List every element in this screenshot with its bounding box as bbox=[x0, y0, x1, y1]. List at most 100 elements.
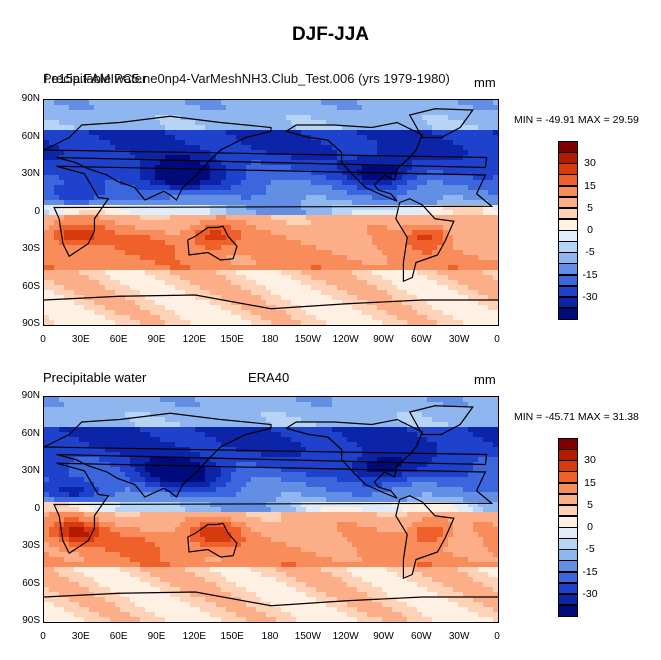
field-cell bbox=[452, 145, 459, 151]
field-cell bbox=[407, 165, 413, 171]
field-cell bbox=[124, 130, 131, 136]
field-cell bbox=[114, 130, 121, 136]
field-cell bbox=[59, 130, 65, 136]
field-cell bbox=[482, 125, 489, 131]
field-cell bbox=[276, 120, 282, 126]
field-cell bbox=[311, 105, 317, 111]
field-cell bbox=[69, 145, 75, 151]
field-cell bbox=[407, 115, 413, 121]
field-cell bbox=[64, 135, 70, 141]
field-cell bbox=[336, 125, 343, 131]
field-cell bbox=[79, 120, 85, 126]
field-cell bbox=[134, 115, 141, 121]
field-cell bbox=[74, 100, 80, 106]
field-cell bbox=[94, 105, 101, 111]
field-cell bbox=[240, 135, 247, 141]
field-cell bbox=[422, 115, 428, 121]
field-cell bbox=[371, 115, 378, 121]
field-cell bbox=[180, 110, 186, 116]
field-cell bbox=[69, 160, 75, 166]
field-cell bbox=[185, 170, 191, 176]
field-cell bbox=[432, 145, 439, 151]
field-cell bbox=[271, 135, 277, 141]
field-cell bbox=[165, 125, 171, 131]
field-cell bbox=[492, 170, 498, 176]
field-cell bbox=[271, 170, 277, 176]
field-cell bbox=[94, 130, 101, 136]
field-cell bbox=[371, 155, 378, 161]
field-cell bbox=[149, 150, 156, 156]
field-cell bbox=[397, 155, 403, 161]
field-cell bbox=[457, 140, 464, 146]
field-cell bbox=[79, 135, 85, 141]
field-cell bbox=[392, 150, 398, 156]
field-cell bbox=[134, 170, 141, 176]
coastline-path bbox=[44, 115, 488, 201]
field-cell bbox=[286, 130, 292, 136]
field-cell bbox=[306, 165, 312, 171]
field-cell bbox=[397, 115, 403, 121]
field-cell bbox=[225, 140, 232, 146]
field-cell bbox=[356, 100, 363, 106]
field-cell bbox=[392, 115, 398, 121]
field-cell bbox=[144, 150, 151, 156]
field-cell bbox=[59, 140, 65, 146]
field-cell bbox=[291, 155, 297, 161]
field-cell bbox=[205, 110, 212, 116]
field-cell bbox=[180, 165, 186, 171]
field-cell bbox=[64, 110, 70, 116]
field-cell bbox=[114, 105, 121, 111]
field-cell bbox=[139, 130, 146, 136]
field-cell bbox=[417, 120, 423, 126]
field-cell bbox=[44, 120, 50, 126]
field-cell bbox=[412, 105, 418, 111]
field-cell bbox=[59, 175, 65, 181]
field-cell bbox=[160, 120, 166, 126]
field-cell bbox=[417, 170, 423, 176]
field-cell bbox=[59, 100, 65, 106]
field-cell bbox=[296, 170, 302, 176]
field-cell bbox=[351, 165, 358, 171]
field-cell bbox=[84, 105, 90, 111]
field-cell bbox=[195, 135, 201, 141]
field-cell bbox=[220, 160, 227, 166]
field-cell bbox=[387, 105, 393, 111]
field-cell bbox=[346, 135, 353, 141]
field-cell bbox=[296, 140, 302, 146]
field-cell bbox=[487, 110, 494, 116]
field-cell bbox=[361, 135, 368, 141]
field-cell bbox=[260, 165, 267, 171]
field-cell bbox=[296, 130, 302, 136]
field-cell bbox=[432, 125, 439, 131]
field-cell bbox=[492, 145, 498, 151]
field-cell bbox=[170, 110, 176, 116]
field-cell bbox=[49, 115, 55, 121]
field-cell bbox=[79, 105, 85, 111]
field-cell bbox=[144, 105, 151, 111]
field-cell bbox=[124, 160, 131, 166]
field-cell bbox=[109, 110, 116, 116]
field-cell bbox=[220, 170, 227, 176]
field-cell bbox=[235, 130, 242, 136]
field-cell bbox=[442, 140, 449, 146]
field-cell bbox=[109, 135, 116, 141]
field-cell bbox=[276, 100, 282, 106]
field-cell bbox=[84, 135, 90, 141]
field-cell bbox=[149, 140, 156, 146]
panel-top-units: mm bbox=[474, 75, 496, 90]
field-cell bbox=[190, 145, 196, 151]
field-cell bbox=[240, 115, 247, 121]
field-cell bbox=[190, 170, 196, 176]
field-cell bbox=[457, 165, 464, 171]
field-cell bbox=[286, 140, 292, 146]
field-cell bbox=[492, 110, 498, 116]
field-cell bbox=[472, 120, 479, 126]
field-cell bbox=[276, 130, 282, 136]
field-cell bbox=[306, 140, 312, 146]
field-cell bbox=[129, 155, 136, 161]
field-cell bbox=[210, 115, 217, 121]
field-cell bbox=[205, 115, 212, 121]
field-cell bbox=[331, 160, 338, 166]
field-cell bbox=[175, 105, 181, 111]
field-cell bbox=[301, 130, 307, 136]
